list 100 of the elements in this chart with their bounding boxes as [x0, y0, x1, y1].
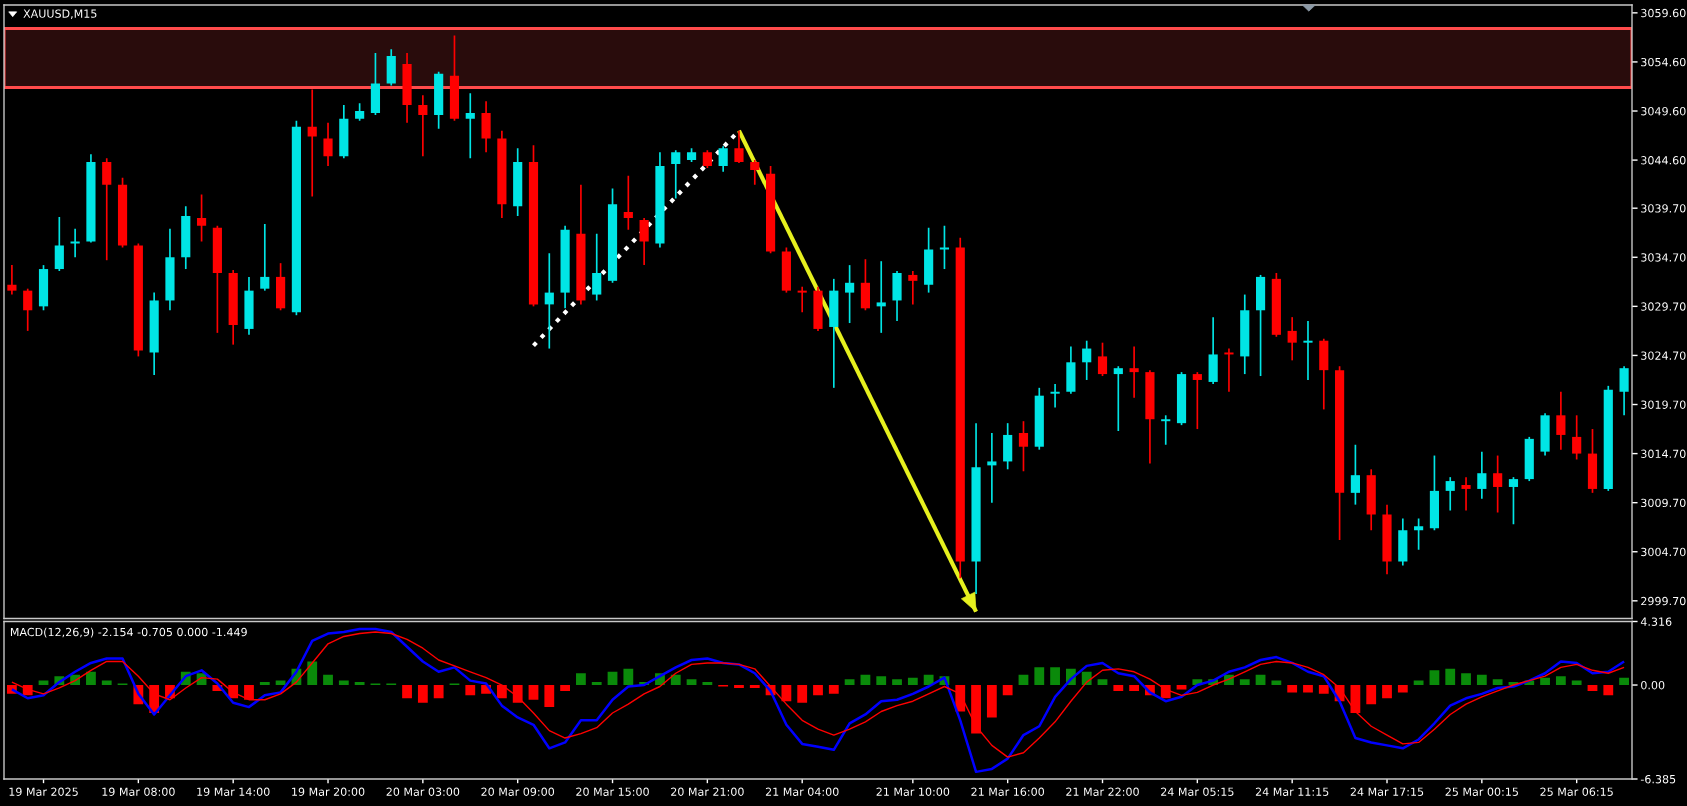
y-tick-label: 3044.60	[1641, 156, 1686, 165]
candlestick	[1303, 320, 1313, 381]
candlestick	[1224, 347, 1234, 393]
bar	[686, 679, 697, 686]
x-tick-label: 25 Mar 06:15	[1540, 787, 1613, 796]
candlestick	[671, 149, 681, 200]
bar	[338, 680, 349, 686]
candlestick	[54, 216, 64, 272]
candlestick	[1477, 450, 1487, 500]
x-tick-label: 24 Mar 17:15	[1350, 787, 1424, 796]
bar	[923, 674, 934, 686]
bar	[1097, 679, 1108, 686]
bar	[1461, 673, 1471, 686]
bar	[402, 685, 412, 699]
bar	[1034, 667, 1045, 686]
bar	[813, 685, 823, 696]
candlestick	[876, 260, 886, 334]
bar	[1318, 685, 1329, 694]
candlestick	[1097, 341, 1108, 377]
candlestick	[1192, 371, 1202, 430]
candlestick	[797, 285, 807, 314]
y-tick-label: 3034.70	[1641, 253, 1686, 262]
chart-title: MACD(12,26,9) -2.154 -0.705 0.000 -1.449	[10, 627, 247, 638]
x-tick-label: 20 Mar 09:00	[481, 787, 555, 796]
candlestick	[323, 121, 333, 167]
x-tick-label: 19 Mar 20:00	[292, 787, 365, 796]
bar	[512, 685, 523, 703]
bar	[1050, 667, 1060, 686]
bar	[986, 685, 997, 718]
candlestick	[260, 223, 270, 292]
bar	[101, 680, 112, 686]
bar	[1476, 674, 1487, 686]
candlestick	[1018, 420, 1029, 473]
candlestick	[1050, 383, 1060, 409]
bar	[275, 680, 286, 686]
candlestick	[196, 193, 207, 243]
candlestick	[1508, 476, 1519, 526]
y-tick-label: 3014.70	[1641, 449, 1686, 458]
bar	[259, 682, 270, 686]
y-tick-label: 3029.70	[1641, 302, 1686, 311]
candlestick	[1445, 476, 1455, 512]
x-tick-label: 21 Mar 10:00	[876, 787, 950, 796]
bar	[354, 682, 365, 686]
candlestick	[987, 432, 997, 504]
bar	[1619, 677, 1629, 686]
bar	[323, 674, 333, 686]
bar	[607, 671, 618, 686]
candlestick	[1619, 365, 1629, 417]
candlestick	[1129, 345, 1139, 399]
bar	[797, 685, 808, 703]
bar	[1366, 685, 1377, 705]
candlestick	[908, 270, 918, 306]
candlestick	[23, 287, 33, 332]
y-tick-label: 3059.60	[1641, 8, 1686, 18]
candlestick	[1350, 443, 1360, 506]
candlestick	[592, 232, 602, 302]
x-tick-label: 20 Mar 15:00	[576, 787, 649, 796]
bar	[1239, 679, 1250, 686]
candlestick	[1082, 339, 1092, 381]
candlestick	[734, 129, 744, 164]
bar	[1555, 676, 1566, 686]
bar	[907, 677, 918, 686]
bar	[828, 685, 839, 694]
bar	[670, 674, 681, 686]
bar	[702, 682, 713, 686]
candlestick	[845, 264, 855, 324]
bar	[892, 679, 902, 686]
bar	[244, 685, 254, 700]
bar	[1113, 685, 1124, 691]
bar	[1492, 679, 1503, 686]
x-tick-label: 20 Mar 03:00	[386, 787, 460, 796]
bar	[876, 676, 887, 686]
candlestick	[465, 92, 475, 159]
y-tick-label: 2999.70	[1641, 596, 1686, 606]
candlestick	[1493, 454, 1503, 514]
bar	[544, 685, 555, 708]
y-tick-label: 3024.70	[1641, 351, 1686, 360]
x-tick-label: 20 Mar 21:00	[671, 787, 744, 796]
candlestick	[1161, 414, 1171, 446]
candlestick	[1113, 365, 1123, 432]
chart-title: XAUUSD,M15	[23, 9, 97, 19]
bar	[1397, 685, 1408, 693]
y-tick-label: 3019.70	[1641, 400, 1686, 409]
bar	[528, 685, 539, 700]
bar	[1271, 680, 1282, 686]
bar	[955, 685, 966, 712]
x-tick-label: 21 Mar 16:00	[971, 787, 1045, 796]
candlestick	[418, 94, 428, 158]
bar	[86, 671, 96, 686]
bar	[591, 682, 602, 686]
bar	[576, 673, 586, 686]
y-tick-label: 3054.60	[1641, 57, 1686, 67]
x-tick-label: 25 Mar 00:15	[1445, 787, 1518, 796]
bar	[1350, 685, 1361, 713]
bar	[1603, 685, 1614, 696]
bar	[1413, 680, 1424, 686]
y-tick-label: 0.00	[1641, 681, 1665, 690]
y-tick-label: 3039.70	[1641, 204, 1686, 213]
bar	[307, 661, 318, 686]
bar	[1540, 677, 1550, 686]
